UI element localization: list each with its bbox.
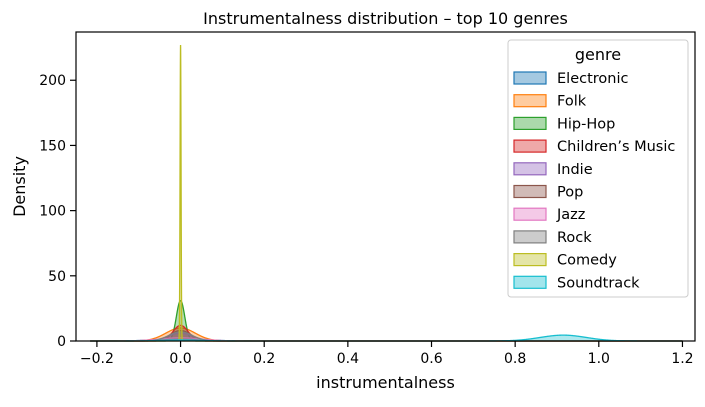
x-tick-label: 1.2 <box>671 351 693 367</box>
legend-items: Electronic Folk Hip-Hop Children’s Music Ind… <box>513 71 675 291</box>
legend-title: genre <box>575 45 621 64</box>
y-axis-label: Density <box>10 156 29 217</box>
legend-item-pop: Pop <box>513 184 583 201</box>
chart-title: Instrumentalness distribution – top 10 g… <box>203 9 568 28</box>
legend-swatch <box>513 253 547 267</box>
legend-swatch <box>513 116 547 131</box>
area-soundtrack <box>90 335 683 341</box>
legend-label: Electronic <box>557 71 629 87</box>
legend-label: Children’s Music <box>557 139 675 155</box>
legend-label: Jazz <box>556 207 585 223</box>
x-tick-label: 1.0 <box>588 351 610 367</box>
axes <box>75 31 696 342</box>
legend-item-children-s-music: Children’s Music <box>513 139 675 155</box>
y-tick-label: 200 <box>39 73 66 89</box>
legend-swatch <box>513 184 547 199</box>
y-tick-label: 150 <box>39 138 66 154</box>
x-tick-label: 0.0 <box>169 351 191 367</box>
legend-item-electronic: Electronic <box>513 71 629 87</box>
legend-item-soundtrack: Soundtrack <box>513 275 640 291</box>
legend-label: Rock <box>557 230 592 246</box>
legend-swatch <box>513 139 547 153</box>
legend-swatch <box>513 230 547 244</box>
legend-label: Indie <box>557 162 593 178</box>
plot-frame <box>75 31 696 342</box>
legend-swatch <box>513 162 547 176</box>
legend-frame <box>507 39 689 298</box>
legend-label: Folk <box>557 94 587 110</box>
legend-item-comedy: Comedy <box>513 253 617 269</box>
legend-label: Soundtrack <box>557 275 640 291</box>
legend-swatch <box>513 94 547 108</box>
legend-swatch <box>513 275 547 289</box>
legend-swatch <box>513 71 547 85</box>
legend-label: Comedy <box>557 253 617 269</box>
legend-item-rock: Rock <box>513 230 592 246</box>
x-tick-label: 0.2 <box>253 351 275 367</box>
legend: genre Electronic Folk Hip-Hop Children’s Mu… <box>507 39 689 298</box>
y-tick-label: 50 <box>48 269 66 285</box>
legend-label: Hip-Hop <box>557 116 615 132</box>
x-axis-label: instrumentalness <box>316 373 455 392</box>
legend-swatch <box>513 207 547 221</box>
x-tick-label: 0.4 <box>337 351 359 367</box>
x-tick-label: −0.2 <box>80 351 114 367</box>
x-tick-label: 0.6 <box>420 351 442 367</box>
y-tick-label: 0 <box>57 334 66 350</box>
legend-item-hip-hop: Hip-Hop <box>513 116 615 132</box>
legend-item-jazz: Jazz <box>513 207 585 223</box>
legend-item-folk: Folk <box>513 94 587 110</box>
x-axis-ticks: −0.2 0.0 0.2 0.4 0.6 0.8 1.0 1.2 <box>80 341 694 367</box>
y-tick-label: 100 <box>39 204 66 220</box>
legend-label: Pop <box>557 185 583 201</box>
x-tick-label: 0.8 <box>504 351 526 367</box>
y-axis-ticks: 0 50 100 150 200 <box>39 73 76 350</box>
legend-item-indie: Indie <box>513 162 593 178</box>
